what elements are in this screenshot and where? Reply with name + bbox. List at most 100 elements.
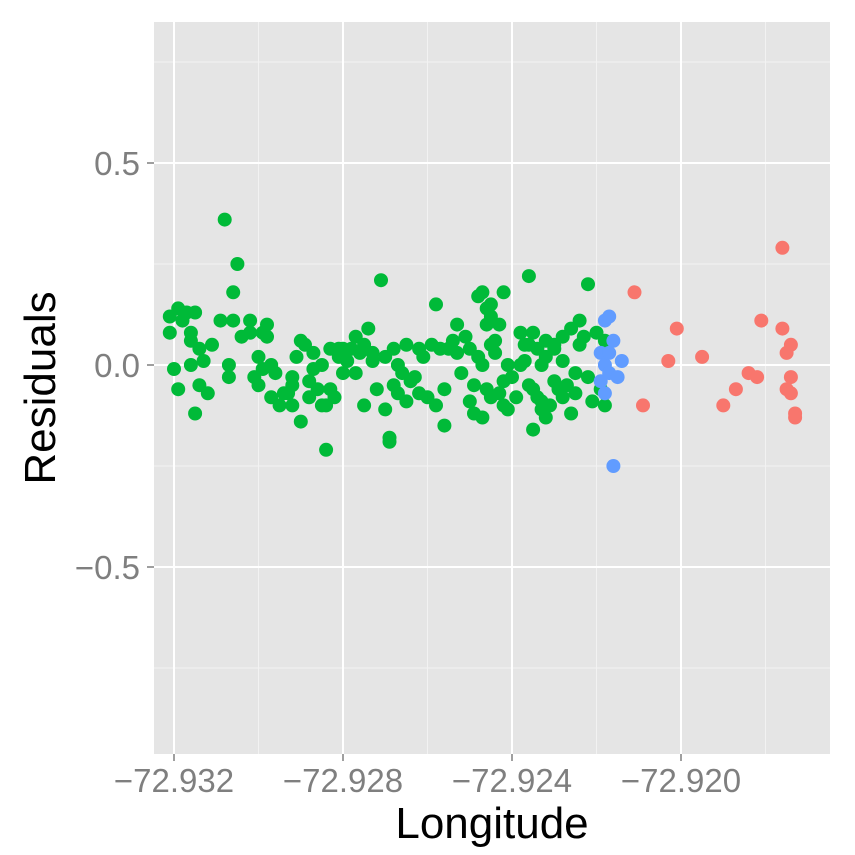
data-point bbox=[167, 362, 181, 376]
data-point bbox=[513, 325, 528, 340]
data-point bbox=[196, 354, 211, 368]
data-point bbox=[268, 366, 283, 381]
data-point bbox=[783, 386, 798, 401]
data-point bbox=[365, 354, 380, 368]
data-point bbox=[445, 333, 460, 348]
y-tick-label: −0.5 bbox=[75, 549, 140, 586]
data-point bbox=[437, 382, 452, 397]
data-point bbox=[636, 398, 650, 413]
y-axis-ticks: 0.5 0.0 −0.5 bbox=[75, 145, 154, 586]
data-point bbox=[230, 257, 245, 271]
data-point bbox=[564, 406, 579, 421]
data-point bbox=[606, 459, 621, 473]
data-point bbox=[260, 317, 274, 332]
data-point bbox=[260, 329, 274, 344]
data-point bbox=[572, 313, 587, 328]
data-point bbox=[526, 382, 541, 397]
data-point bbox=[437, 418, 452, 433]
data-point bbox=[581, 370, 595, 385]
data-point bbox=[496, 285, 511, 300]
data-point bbox=[568, 386, 583, 401]
data-point bbox=[374, 273, 388, 288]
data-point bbox=[188, 406, 203, 421]
data-point bbox=[416, 349, 431, 364]
data-point bbox=[361, 321, 376, 336]
x-tick-label: −72.924 bbox=[452, 762, 572, 799]
data-point bbox=[226, 285, 241, 300]
data-point bbox=[538, 349, 553, 364]
data-point bbox=[597, 398, 612, 413]
data-point bbox=[310, 382, 325, 397]
data-point bbox=[475, 358, 490, 372]
data-point bbox=[319, 442, 334, 457]
data-point bbox=[555, 390, 570, 405]
data-point bbox=[192, 341, 207, 356]
data-point bbox=[226, 313, 241, 328]
data-point bbox=[775, 321, 790, 336]
data-point bbox=[213, 313, 228, 328]
major-grid bbox=[154, 22, 830, 754]
data-point bbox=[479, 301, 494, 316]
data-point bbox=[399, 337, 414, 352]
data-point bbox=[285, 370, 300, 385]
data-point bbox=[585, 394, 600, 409]
data-point bbox=[606, 333, 621, 348]
data-point bbox=[610, 370, 625, 385]
data-point bbox=[462, 394, 477, 409]
data-point bbox=[357, 398, 372, 413]
data-point bbox=[661, 354, 676, 368]
x-tick-label: −72.928 bbox=[283, 762, 403, 799]
data-point bbox=[754, 313, 769, 328]
data-point bbox=[783, 337, 798, 352]
y-tick-label: 0.5 bbox=[94, 145, 140, 182]
data-point bbox=[188, 305, 203, 320]
data-point bbox=[581, 277, 595, 292]
data-point bbox=[526, 422, 541, 437]
data-point bbox=[788, 406, 803, 421]
data-point bbox=[716, 398, 731, 413]
data-point bbox=[534, 394, 549, 409]
data-point bbox=[407, 370, 422, 385]
data-point bbox=[602, 345, 617, 360]
data-point bbox=[505, 370, 519, 385]
data-point bbox=[602, 309, 617, 324]
data-point bbox=[775, 240, 790, 255]
data-point bbox=[627, 285, 642, 300]
data-point bbox=[314, 358, 329, 372]
data-point bbox=[568, 366, 583, 381]
data-point bbox=[221, 370, 236, 385]
data-point bbox=[429, 297, 443, 312]
data-point bbox=[429, 398, 443, 413]
data-point bbox=[576, 329, 591, 344]
data-point bbox=[597, 386, 612, 401]
data-point bbox=[251, 378, 266, 393]
data-point bbox=[399, 394, 414, 409]
data-point bbox=[382, 430, 397, 445]
data-point bbox=[340, 354, 355, 368]
data-point bbox=[750, 370, 765, 385]
data-point bbox=[171, 382, 186, 397]
data-point bbox=[221, 358, 236, 372]
data-point bbox=[183, 358, 198, 372]
data-point bbox=[492, 386, 507, 401]
y-axis-title: Residuals bbox=[16, 291, 65, 484]
data-point bbox=[521, 269, 536, 284]
data-point bbox=[336, 366, 350, 381]
data-point bbox=[450, 345, 465, 360]
data-point bbox=[614, 354, 629, 368]
x-tick-label: −72.932 bbox=[114, 762, 234, 799]
data-point bbox=[306, 345, 321, 360]
x-axis-ticks: −72.932 −72.928 −72.924 −72.920 bbox=[114, 754, 741, 799]
data-point bbox=[369, 382, 384, 397]
x-tick-label: −72.920 bbox=[621, 762, 741, 799]
data-point bbox=[272, 398, 287, 413]
data-point bbox=[669, 321, 684, 336]
data-point bbox=[695, 349, 710, 364]
data-point bbox=[200, 386, 215, 401]
data-point bbox=[386, 341, 401, 356]
data-point bbox=[467, 378, 481, 393]
data-point bbox=[251, 349, 266, 364]
data-point bbox=[217, 212, 232, 227]
data-point bbox=[475, 410, 490, 425]
